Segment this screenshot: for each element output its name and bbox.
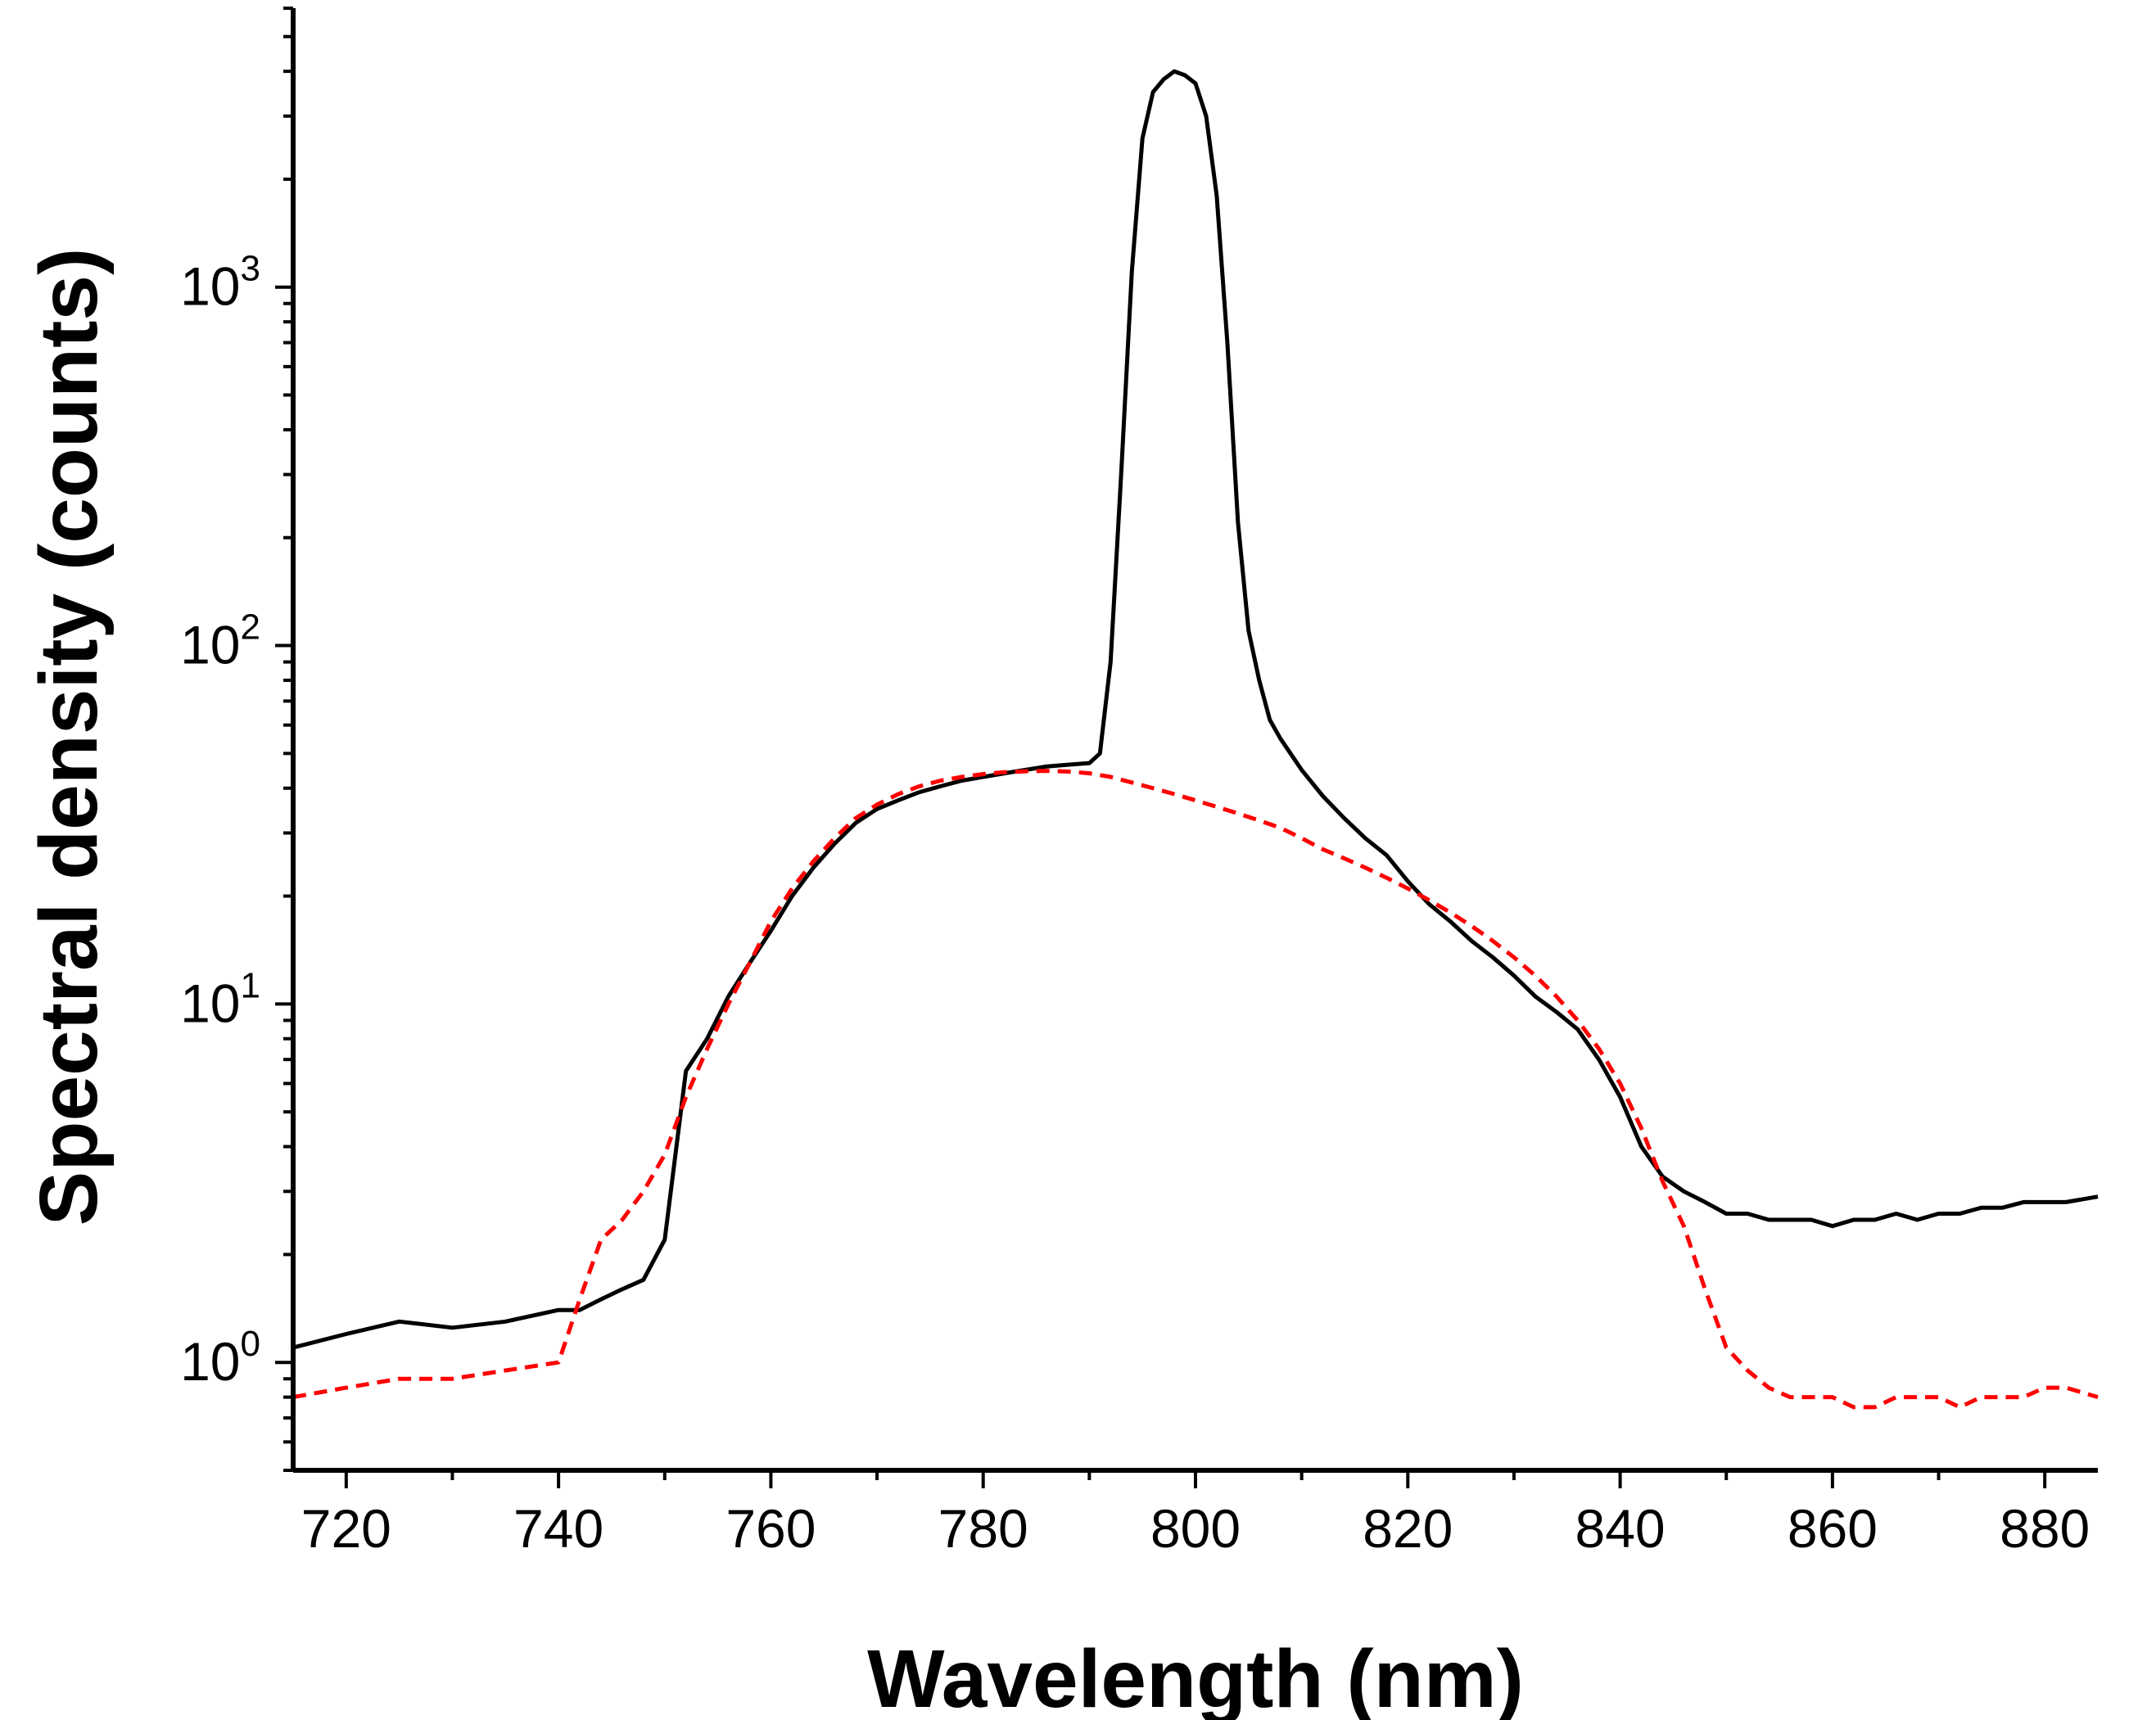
x-tick-label: 760 (725, 1498, 816, 1559)
y-tick-label: 102 (180, 607, 260, 675)
y-ticks: 100 101 102 103 (180, 7, 293, 1472)
x-tick-label: 840 (1575, 1498, 1666, 1559)
x-tick-label: 800 (1150, 1498, 1241, 1559)
series-line-reference (292, 769, 2099, 1410)
x-axis-title: Wavelength (nm) (867, 1633, 1524, 1720)
x-tick-label: 780 (938, 1498, 1028, 1559)
y-tick-label: 101 (180, 965, 260, 1033)
x-tick-label: 880 (2000, 1498, 2090, 1559)
x-tick-label: 740 (513, 1498, 603, 1559)
series-layer (292, 69, 2099, 1410)
x-tick-label: 720 (301, 1498, 391, 1559)
x-ticks: 720 740 760 780 800 820 840 860 880 (301, 1470, 2090, 1559)
y-tick-label: 103 (180, 249, 260, 317)
x-tick-label: 820 (1363, 1498, 1453, 1559)
x-tick-label: 860 (1788, 1498, 1878, 1559)
y-tick-label: 100 (180, 1324, 260, 1392)
y-axis-title: Spectral density (counts) (23, 248, 115, 1226)
